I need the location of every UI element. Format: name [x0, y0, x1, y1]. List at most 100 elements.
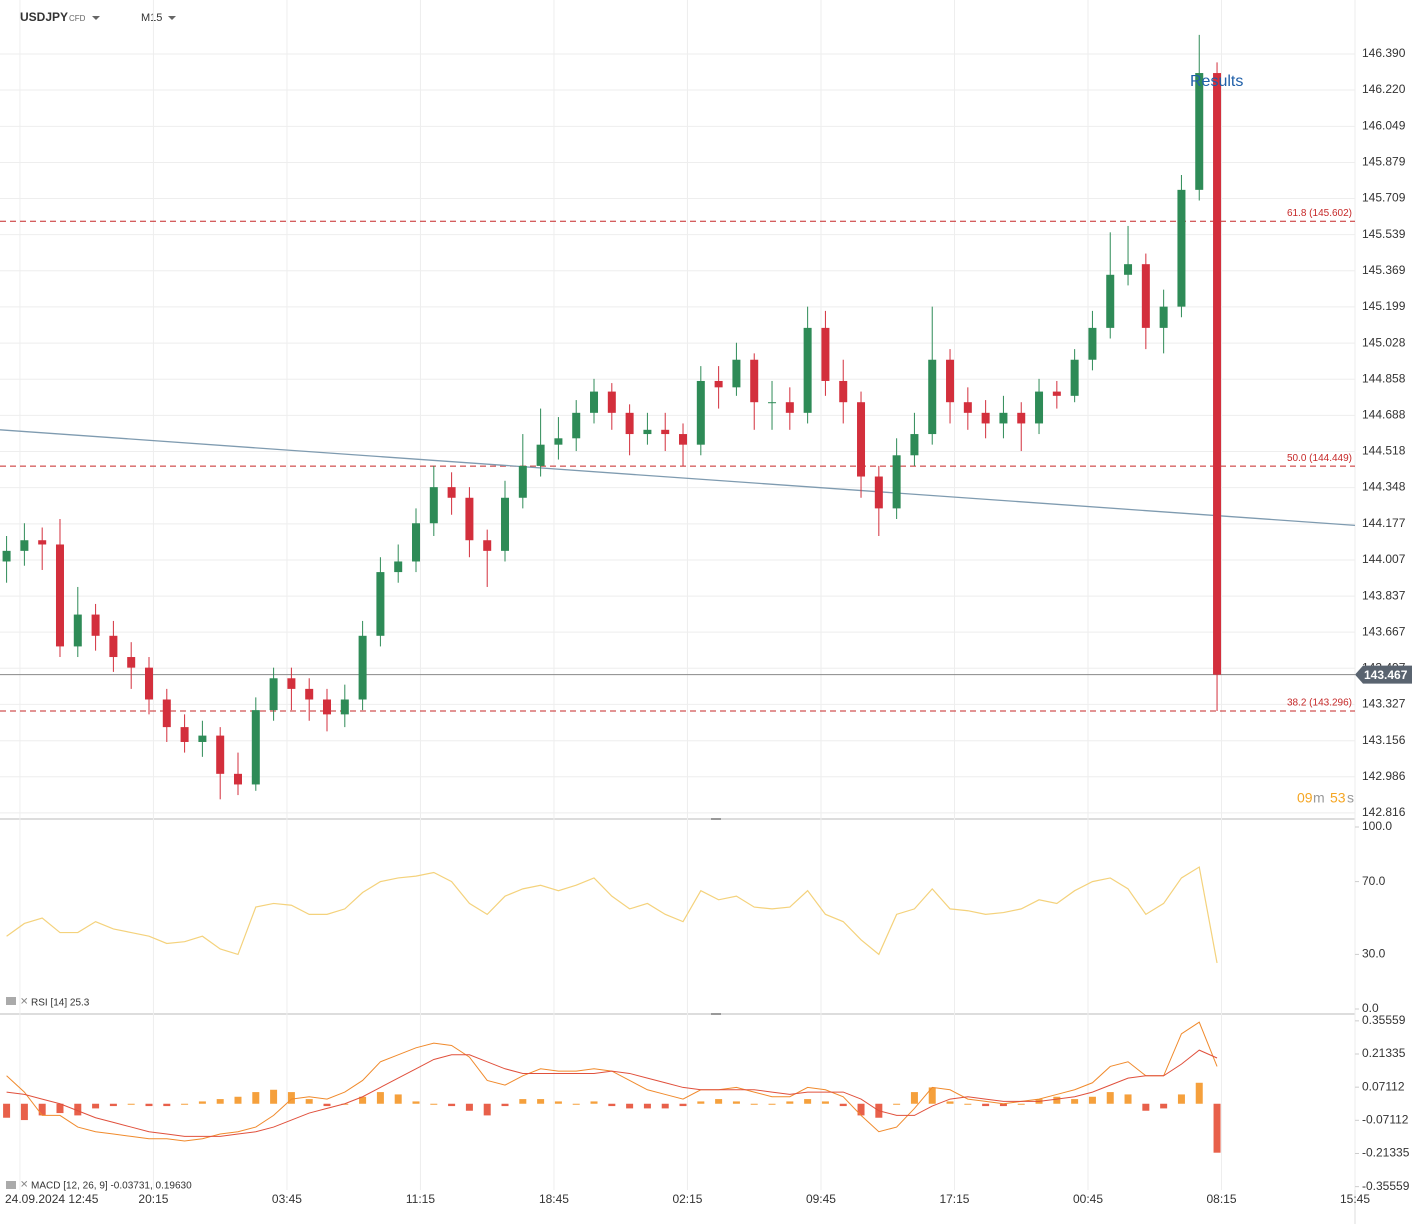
candle-body	[38, 540, 47, 545]
histogram-bar	[483, 1103, 491, 1116]
close-icon[interactable]: ✕	[20, 997, 28, 1008]
x-tick-label: 17:15	[939, 1192, 969, 1206]
candle-body	[661, 429, 670, 435]
histogram-bar	[127, 1103, 135, 1105]
histogram-bar	[1106, 1092, 1114, 1104]
macd-legend: MACD [12, 26, 9] -0.03731, 0.19630	[31, 1181, 192, 1192]
y-tick-label: -0.21335	[1362, 1146, 1410, 1160]
symbol[interactable]: USDJPY	[20, 10, 68, 24]
histogram-bar	[234, 1096, 242, 1104]
y-tick-label: 143.156	[1362, 733, 1406, 747]
resize-handle[interactable]	[711, 818, 721, 820]
histogram-bar	[38, 1103, 46, 1116]
histogram-bar	[56, 1103, 64, 1114]
histogram-bar	[661, 1103, 669, 1109]
close-icon[interactable]: ✕	[20, 1180, 28, 1191]
y-tick-label: 146.220	[1362, 82, 1406, 96]
timer-part: 09	[1297, 790, 1313, 806]
histogram-bar	[964, 1103, 972, 1105]
y-tick-label: -0.07112	[1362, 1112, 1409, 1126]
candle-body	[572, 412, 581, 439]
candle-body	[1052, 391, 1061, 396]
candle-body	[376, 572, 385, 636]
candle-body	[963, 402, 972, 413]
histogram-bar	[270, 1089, 278, 1104]
candle-body	[465, 497, 474, 541]
rsi-line	[6, 866, 1218, 964]
histogram-bar	[359, 1096, 367, 1104]
y-tick-label: 142.986	[1362, 769, 1406, 783]
candle-body	[287, 678, 296, 689]
x-tick-label: 03:45	[272, 1192, 302, 1206]
y-tick-label: 143.837	[1362, 588, 1406, 602]
candle-body	[483, 540, 492, 551]
candle-body	[696, 380, 705, 445]
candle-body	[447, 487, 456, 498]
indicator-icon[interactable]	[6, 997, 16, 1005]
histogram-bar	[1071, 1099, 1079, 1104]
x-tick-label: 15:45	[1340, 1192, 1370, 1206]
x-tick-label: 00:45	[1073, 1192, 1103, 1206]
candle-body	[857, 402, 866, 477]
histogram-bar	[501, 1103, 509, 1107]
candle-body	[180, 727, 189, 742]
candle-body	[198, 735, 207, 742]
x-tick-label: 08:15	[1206, 1192, 1236, 1206]
rsi-legend: RSI [14] 25.3	[31, 998, 90, 1009]
signal-line	[6, 1049, 1218, 1137]
candle-body	[803, 327, 812, 413]
histogram-bar	[1124, 1094, 1132, 1104]
candle-body	[91, 614, 100, 636]
last-price-label: 143.467	[1364, 668, 1408, 682]
candle-body	[144, 667, 153, 700]
candle-body	[216, 735, 225, 774]
candle-body	[1141, 264, 1150, 328]
histogram-bar	[999, 1103, 1007, 1107]
candle-body	[1035, 391, 1044, 424]
histogram-bar	[1177, 1094, 1185, 1104]
symbol-dropdown[interactable]	[92, 16, 100, 20]
candle-body	[732, 359, 741, 388]
histogram-bar	[323, 1103, 331, 1107]
candle-body	[999, 412, 1008, 424]
candle-body	[714, 380, 723, 388]
histogram-bar	[1213, 1103, 1221, 1153]
resize-handle[interactable]	[711, 1013, 721, 1015]
timer-part: m	[1313, 790, 1325, 806]
histogram-bar	[946, 1101, 954, 1104]
y-tick-label: 145.369	[1362, 263, 1406, 277]
x-tick-label: 11:15	[406, 1192, 435, 1206]
histogram-bar	[750, 1103, 758, 1105]
histogram-bar	[590, 1101, 598, 1104]
candle-body	[1124, 264, 1133, 275]
candle-body	[412, 523, 421, 562]
interval-dropdown[interactable]	[168, 16, 176, 20]
candle-body	[20, 540, 29, 551]
histogram-bar	[893, 1103, 901, 1105]
candle-body	[518, 465, 527, 498]
histogram-bar	[448, 1103, 456, 1107]
y-tick-label: 142.816	[1362, 805, 1406, 819]
histogram-bar	[216, 1099, 224, 1104]
candle-body	[394, 561, 403, 573]
interval[interactable]: M15	[141, 12, 162, 24]
candle-body	[1159, 306, 1168, 328]
candle-body	[536, 444, 545, 466]
indicator-icon[interactable]	[6, 1181, 16, 1189]
candle-body	[251, 710, 260, 785]
histogram-bar	[430, 1103, 438, 1105]
histogram-bar	[697, 1101, 705, 1104]
y-tick-label: 144.688	[1362, 408, 1406, 422]
candle-body	[127, 657, 136, 668]
candle-body	[590, 391, 599, 413]
y-tick-label: 145.879	[1362, 155, 1406, 169]
candle-body	[1106, 274, 1115, 328]
histogram-bar	[92, 1103, 100, 1109]
x-tick-label: 20:15	[138, 1192, 168, 1206]
histogram-bar	[1160, 1103, 1168, 1109]
histogram-bar	[1142, 1103, 1150, 1111]
histogram-bar	[181, 1103, 189, 1105]
candle-body	[1017, 412, 1026, 424]
candle-body	[643, 429, 652, 435]
